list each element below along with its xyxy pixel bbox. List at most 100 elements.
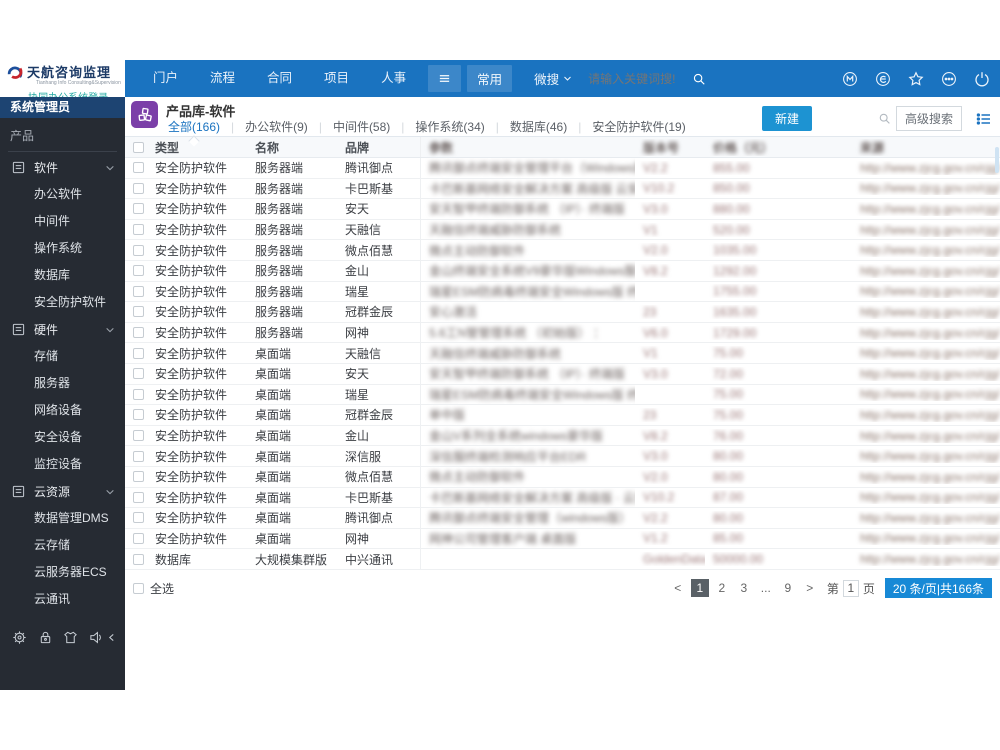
row-checkbox[interactable] — [133, 224, 144, 236]
row-checkbox[interactable] — [133, 388, 144, 400]
table-row[interactable]: 安全防护软件 桌面端 微点佰慧 微点主动防御软件 V2.0 80.00 http://www… — [125, 466, 1000, 488]
sidebar-item[interactable]: 存储 — [34, 349, 59, 363]
sidebar-group-软件[interactable]: 软件 — [0, 154, 125, 181]
wesearch-dropdown[interactable]: 微搜 — [534, 69, 572, 88]
search-icon[interactable] — [878, 112, 891, 125]
table-row[interactable]: 安全防护软件 桌面端 卡巴斯基 卡巴斯基网络安全解决方案 高级版 · 云安全 V10.2… — [125, 487, 1000, 509]
theme-shirt-icon[interactable] — [63, 630, 78, 645]
sidebar-item[interactable]: 安全设备 — [34, 430, 83, 444]
row-checkbox[interactable] — [133, 162, 144, 174]
page-button[interactable]: 9 — [784, 581, 792, 595]
sidebar-group-硬件[interactable]: 硬件 — [0, 316, 125, 343]
star-icon[interactable] — [908, 70, 924, 87]
row-checkbox[interactable] — [133, 430, 144, 442]
new-button[interactable]: 新建 — [761, 106, 812, 131]
row-checkbox[interactable] — [133, 512, 144, 524]
column-header[interactable]: 品牌 — [345, 140, 370, 155]
jump-input[interactable]: 1 — [842, 579, 859, 597]
sidebar-item[interactable]: 云存储 — [34, 538, 71, 552]
table-row[interactable]: 安全防护软件 桌面端 天融信 天融信终端威胁防御系统 V1 75.00 http://www… — [125, 343, 1000, 364]
sidebar-item[interactable]: 办公软件 — [34, 187, 83, 201]
table-search-input[interactable] — [819, 108, 878, 129]
global-search-input[interactable] — [588, 71, 693, 86]
row-checkbox[interactable] — [133, 368, 144, 380]
table-row[interactable]: 安全防护软件 桌面端 金山 金山V系列全系统windows豪华版 V8.2 76.00 ht… — [125, 425, 1000, 447]
category-tab[interactable]: 安全防护软件(19) — [592, 120, 686, 134]
table-row[interactable]: 安全防护软件 桌面端 深信服 深信服终端检测响应平台EDR V3.0 80.00 http:… — [125, 446, 1000, 467]
nav-item[interactable]: 合同 — [267, 71, 293, 85]
m-circle-icon[interactable] — [842, 71, 858, 87]
global-search[interactable] — [582, 69, 712, 89]
row-checkbox[interactable] — [133, 327, 144, 339]
page-button[interactable]: 2 — [718, 581, 726, 595]
table-row[interactable]: 安全防护软件 桌面端 安天 安天智甲终端防御系统 （IP）· 终端版 V3.0 72.00… — [125, 363, 1000, 385]
column-header-blurred[interactable]: 版本号 — [643, 140, 680, 155]
category-tab[interactable]: 全部(166) — [168, 120, 221, 134]
nav-more-button[interactable] — [428, 65, 462, 92]
row-checkbox[interactable] — [133, 265, 144, 277]
sidebar-item[interactable]: 服务器 — [34, 376, 71, 390]
row-checkbox[interactable] — [133, 409, 144, 421]
column-header-blurred[interactable]: 价格（元） — [713, 140, 774, 155]
category-tab[interactable]: 操作系统(34) — [415, 120, 485, 134]
table-row[interactable]: 安全防护软件 服务器端 金山 金山终端安全系统V9豪华版Windows服务器 V8.2 1… — [125, 260, 1000, 282]
sidebar-item[interactable]: 云服务器ECS — [34, 565, 107, 579]
sidebar-item[interactable]: 网络设备 — [34, 403, 83, 417]
sidebar-group-云资源[interactable]: 云资源 — [0, 478, 125, 505]
sidebar-item[interactable]: 数据库 — [34, 268, 71, 282]
row-checkbox[interactable] — [133, 347, 144, 359]
nav-item[interactable]: 项目 — [324, 71, 350, 85]
table-row[interactable]: 安全防护软件 桌面端 腾讯御点 腾讯御点终端安全管理（windows版） V2.2 80.… — [125, 508, 1000, 529]
column-header[interactable]: 名称 — [255, 140, 280, 155]
nav-item[interactable]: 人事 — [381, 71, 407, 85]
sidebar-item[interactable]: 安全防护软件 — [34, 295, 107, 309]
sidebar-item[interactable]: 数据管理DMS — [34, 511, 109, 525]
scrollbar-thumb[interactable] — [995, 147, 999, 173]
row-checkbox[interactable] — [133, 491, 144, 503]
row-checkbox[interactable] — [133, 285, 144, 297]
table-row[interactable]: 安全防护软件 服务器端 天融信 天融信终端威胁防御系统 V1 520.00 http://w… — [125, 219, 1000, 241]
prev-page-button[interactable]: < — [674, 581, 682, 595]
table-row[interactable]: 安全防护软件 服务器端 腾讯御点 腾讯御点终端安全管理平台（Windows版） V2.2… — [125, 158, 1000, 179]
collapse-arrow-icon[interactable] — [108, 633, 115, 642]
row-checkbox[interactable] — [133, 203, 144, 215]
table-row[interactable]: 安全防护软件 服务器端 瑞星 瑞星ESM防病毒终端安全Windows版 终端 1755.… — [125, 281, 1000, 303]
table-row[interactable]: 安全防护软件 服务器端 冠群金辰 安心激活 23 1635.00 http://www.zj… — [125, 302, 1000, 323]
lock-icon[interactable] — [38, 630, 53, 645]
row-checkbox[interactable] — [133, 244, 144, 256]
row-checkbox[interactable] — [133, 553, 144, 565]
nav-item[interactable]: 流程 — [210, 71, 236, 85]
row-checkbox[interactable] — [133, 532, 144, 544]
page-button[interactable]: 1 — [690, 579, 709, 597]
advanced-search-button[interactable]: 高级搜索 — [895, 106, 962, 131]
table-row[interactable]: 数据库 大规模集群版 中兴通讯 GoldenData s... 50000.00 http… — [125, 549, 1000, 570]
next-page-button[interactable]: > — [806, 581, 814, 595]
column-header-blurred[interactable]: 来源 — [860, 140, 885, 155]
nav-tab-pinned[interactable]: 常用 — [467, 65, 513, 92]
gear-icon[interactable] — [12, 630, 27, 645]
sidebar-item[interactable]: 操作系统 — [34, 241, 83, 255]
table-row[interactable]: 安全防护软件 桌面端 瑞星 瑞星ESM防病毒终端安全Windows版 终端 75.00 h… — [125, 384, 1000, 406]
row-checkbox[interactable] — [133, 471, 144, 483]
nav-item[interactable]: 门户 — [153, 71, 179, 85]
sidebar-item[interactable]: 监控设备 — [34, 457, 83, 471]
row-checkbox[interactable] — [133, 306, 144, 318]
view-options-icon[interactable] — [976, 111, 992, 127]
table-row[interactable]: 安全防护软件 服务器端 微点佰慧 微点主动防御软件 V2.0 1035.00 http://… — [125, 240, 1000, 261]
table-row[interactable]: 安全防护软件 桌面端 冠群金辰 单中版 23 75.00 http://www.zjcg.g… — [125, 405, 1000, 426]
column-header-blurred[interactable]: 参数 — [420, 137, 635, 157]
table-row[interactable]: 安全防护软件 服务器端 卡巴斯基 卡巴斯基网络安全解决方案 高级版 云安全版 V10.2… — [125, 178, 1000, 200]
table-row[interactable]: 安全防护软件 服务器端 安天 安天智甲终端防御系统 （IP）· 终端版 V3.0 880.… — [125, 199, 1000, 220]
select-all-checkbox[interactable] — [133, 582, 144, 594]
row-checkbox[interactable] — [133, 182, 144, 194]
page-button[interactable]: 3 — [740, 581, 748, 595]
table-row[interactable]: 安全防护软件 服务器端 网神 5.6工N管管理系统 （初始版） ： V6.0 1729.0… — [125, 322, 1000, 344]
page-ellipsis[interactable]: ... — [760, 581, 771, 595]
category-tab[interactable]: 办公软件(9) — [245, 120, 308, 134]
sidebar-item[interactable]: 中间件 — [34, 214, 71, 228]
power-icon[interactable] — [974, 71, 990, 87]
search-icon[interactable] — [692, 72, 706, 86]
speaker-icon[interactable] — [89, 630, 104, 645]
e-circle-icon[interactable] — [875, 71, 891, 87]
more-circle-icon[interactable] — [941, 71, 957, 87]
